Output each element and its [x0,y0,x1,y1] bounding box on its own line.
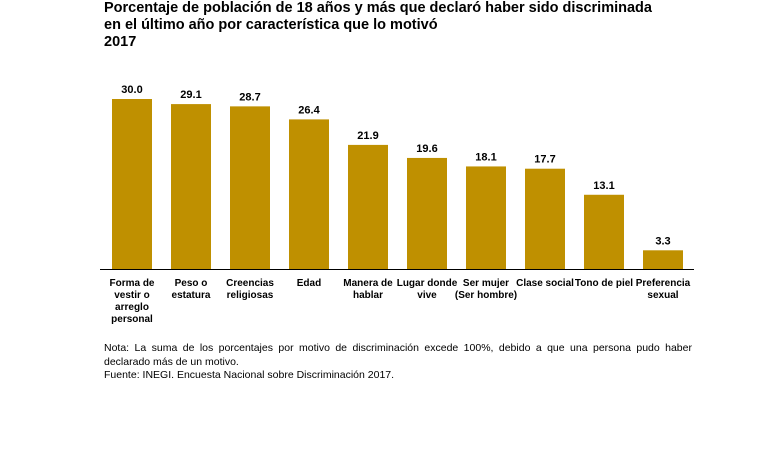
bar-2 [171,104,211,269]
category-label-9: Tono de piel [575,278,633,289]
category-label-4-line-1: Edad [297,278,321,289]
chart-title-line-1: Porcentaje de población de 18 años y más… [104,0,652,16]
category-label-8: Clase social [516,278,574,289]
bar-6 [407,157,447,269]
category-label-10-line-2: sexual [647,290,678,301]
bar-3 [230,106,270,269]
category-label-3-line-1: Creencias [226,278,274,289]
category-label-1-line-3: arreglo [115,302,149,313]
category-label-3-line-2: religiosas [227,290,274,301]
chart-notes: Nota: La suma de los porcentajes por mot… [104,342,692,383]
bar-4 [289,119,329,270]
category-label-1-line-2: vestir o [114,290,150,301]
category-label-2-line-2: estatura [172,290,211,301]
category-label-10-line-1: Preferencia [636,278,691,289]
note-line-1: Nota: La suma de los porcentajes por mot… [104,342,692,354]
category-label-3: Creencias religiosas [226,278,274,301]
bar-1 [112,99,152,269]
category-label-7-line-1: Ser mujer [463,278,509,289]
bars-group [112,99,683,270]
category-label-2-line-1: Peso o [175,278,208,289]
value-labels-group: 30.0 29.1 28.7 26.4 21.9 19.6 18.1 17.7 13.1 3.3 [121,84,670,247]
category-label-6-line-1: Lugar donde [397,278,458,289]
category-label-5-line-1: Manera de [343,278,393,289]
category-label-5: Manera de hablar [343,278,393,301]
category-labels-group: Forma de vestir o arreglo personal Peso o est… [109,278,690,325]
category-label-10: Preferencia sexual [636,278,691,301]
category-label-9-line-1: Tono de piel [575,278,633,289]
source-line: Fuente: INEGI. Encuesta Nacional sobre D… [104,369,395,381]
bar-chart: 30.0 29.1 28.726.421.919.618.1 17.713.13.3 … [100,84,694,325]
bar-9 [584,194,624,269]
category-label-4: Edad [297,278,321,289]
value-label-1: 30.0 [121,84,142,96]
category-label-6: Lugar donde vive [397,278,458,301]
bar-5 [348,144,388,269]
value-label-9: 13.1 [593,180,614,192]
category-label-1-line-1: Forma de [109,278,154,289]
value-label-3: 28.7 [239,91,260,103]
bar-7 [466,166,506,269]
category-label-8-line-1: Clase social [516,278,574,289]
value-label-2: 29.1 [180,89,201,101]
category-label-2: Peso o estatura [172,278,211,301]
category-label-1-line-4: personal [111,314,153,325]
category-label-5-line-2: hablar [353,290,383,301]
category-label-7-line-2: (Ser hombre) [455,290,517,301]
category-label-1: Forma de vestir o arreglo personal [109,278,154,325]
value-label-7: 18.1 [475,151,496,163]
category-label-7: Ser mujer (Ser hombre) [455,278,517,301]
value-label-8: 17.7 [534,154,555,166]
chart-title: Porcentaje de población de 18 años y más… [104,0,724,51]
value-label-10: 3.3 [655,235,670,247]
category-label-6-line-2: vive [417,290,437,301]
value-label-6: 19.6 [416,143,437,155]
value-label-5: 21.9 [357,130,378,142]
chart-title-line-3: 2017 [104,34,137,50]
chart-title-line-2: en el último año por característica que … [104,17,438,33]
bar-8 [525,168,565,269]
value-label-4: 26.4 [298,104,320,116]
bar-10 [643,250,683,269]
note-line-2: declarado más de un motivo. [104,355,239,368]
